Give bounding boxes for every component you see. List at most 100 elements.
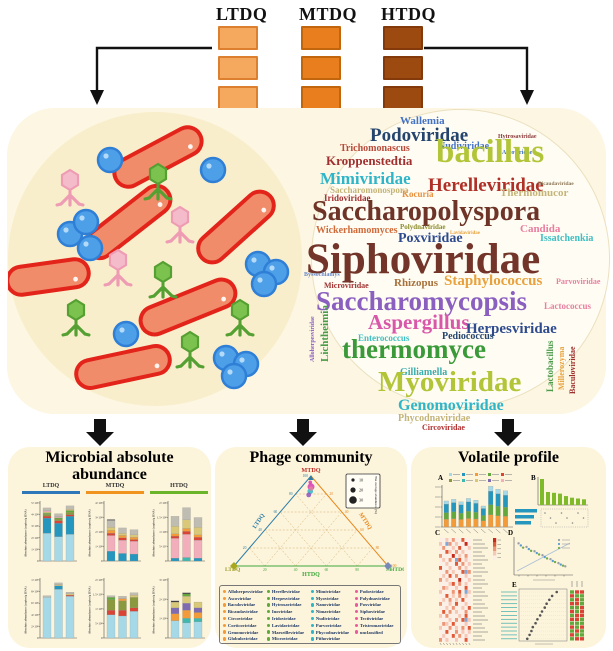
wordcloud-word: Iridoviridae xyxy=(324,193,371,203)
svg-text:1×10⁹: 1×10⁹ xyxy=(31,578,38,582)
phage-legend-item: Hytrosaviridae xyxy=(267,602,311,609)
svg-text:C: C xyxy=(435,529,440,537)
legend-dot-icon xyxy=(223,630,227,634)
legend-dot-icon xyxy=(311,637,315,641)
pink-bacteriophage-icon xyxy=(55,168,85,207)
legend-dot-icon xyxy=(355,589,359,594)
wordcloud-word: Alloherpesviridae xyxy=(310,316,316,362)
wordcloud-word: Siphoviridae xyxy=(306,236,541,283)
legend-dot-icon xyxy=(223,623,227,628)
wordcloud-word: Pediococcus xyxy=(442,331,494,342)
sample-swatch-htdq xyxy=(383,86,423,110)
phage-family-name: Circoviridae xyxy=(227,616,253,622)
phage-legend-item: Bicaudaviridae xyxy=(223,608,267,615)
svg-text:1.5×10⁸: 1.5×10⁸ xyxy=(157,516,167,520)
legend-dot-icon xyxy=(311,589,315,594)
wordcloud-word: Ascoviridae xyxy=(502,150,533,156)
legend-dot-icon xyxy=(355,630,359,634)
green-bacteriophage-icon xyxy=(61,298,91,337)
wordcloud-word: Aspergillus xyxy=(368,310,470,334)
wordcloud-word: thermomyce xyxy=(342,334,486,364)
wordcloud-word: Nudiviridae xyxy=(438,141,490,152)
wordcloud-word: Bicaudaviridae xyxy=(538,181,574,187)
abundance-group-label: MTDQ xyxy=(105,483,125,489)
wordcloud-word: Herpesviridae xyxy=(466,321,557,337)
phage-legend-item: Baculoviridae xyxy=(223,602,267,609)
abundance-group-colorbar xyxy=(150,491,208,494)
phage-legend-item: Inoviridae xyxy=(267,608,311,615)
wordcloud-word: Candida xyxy=(520,223,561,235)
phage-legend-item: Herelleviridae xyxy=(267,588,311,595)
abundance-group-colorbar xyxy=(86,491,144,494)
group-label-mtdq: MTDQ xyxy=(299,4,357,24)
svg-text:100: 100 xyxy=(303,474,309,478)
phage-legend-item: Podoviridae xyxy=(355,588,399,595)
sample-swatches-mtdq xyxy=(299,26,343,110)
panel-title-volatile-profile: Volatile profile xyxy=(458,449,559,466)
wordcloud-word: Parvoviridae xyxy=(556,277,601,286)
legend-dot-icon xyxy=(311,603,315,607)
left-connector-line xyxy=(95,46,212,90)
legend-dot-icon xyxy=(267,637,271,641)
sample-swatch-htdq xyxy=(383,26,423,50)
right-down-arrowhead-icon xyxy=(520,90,534,105)
wordcloud-word: Kocuria xyxy=(402,189,434,199)
wordcloud-word: Lactococcus xyxy=(544,301,591,311)
svg-text:0: 0 xyxy=(165,636,167,640)
svg-text:8×10⁸: 8×10⁸ xyxy=(31,590,38,594)
svg-text:2×10⁹: 2×10⁹ xyxy=(159,597,166,601)
svg-text:40: 40 xyxy=(345,510,349,514)
svg-text:2×10⁸: 2×10⁸ xyxy=(159,501,166,505)
ternary-vertex-marker xyxy=(230,562,238,570)
phage-legend-item: Lavidaviridae xyxy=(267,622,311,629)
ternary-vertex-marker xyxy=(384,562,392,570)
wordcloud-word: Enterococcus xyxy=(358,333,410,343)
phage-family-name: Microviridae xyxy=(271,636,298,642)
phage-legend-item: Nudiviridae xyxy=(311,615,355,622)
abundance-size-legend: 10 20 30 The average abundance (%) xyxy=(345,473,381,514)
blue-coccus-icon xyxy=(112,320,140,348)
svg-text:D: D xyxy=(508,529,513,537)
phage-family-name: Myoviridae xyxy=(315,595,339,601)
wordcloud-word: Byssochlamys xyxy=(304,272,340,278)
wordcloud-word: Lactobacillus xyxy=(545,340,555,392)
abundance-group-colorbar xyxy=(22,491,80,494)
phage-legend-item: Corticoviridae xyxy=(223,622,267,629)
wordcloud-word: Myoviridae xyxy=(378,366,522,398)
panel-microbial-abundance: Microbial absolute abundance LTDQ MTDQ HTD… xyxy=(8,447,211,648)
group-label-ltdq: LTDQ xyxy=(216,4,268,24)
sample-swatch-ltdq xyxy=(218,26,258,50)
sample-group-htdq: HTDQ xyxy=(381,4,436,116)
down-arrow-icon-3 xyxy=(494,419,522,446)
left-down-arrowhead-icon xyxy=(90,90,104,105)
legend-dot-icon xyxy=(223,596,227,600)
phage-legend-column: Herelleviridae Herpesviridae Hytrosavirida… xyxy=(267,588,311,642)
red-rod-bacterium-icon xyxy=(138,277,238,337)
svg-text:LTDQ: LTDQ xyxy=(225,567,241,573)
svg-text:2×10⁹: 2×10⁹ xyxy=(95,578,102,582)
wordcloud-word: Microviridae xyxy=(324,281,369,290)
wordcloud-word: Saccharopolyspora xyxy=(312,196,541,227)
sample-swatch-ltdq xyxy=(218,56,258,80)
microbe-illustration-circle xyxy=(8,112,302,406)
blue-coccus-icon xyxy=(199,156,227,184)
legend-dot-icon xyxy=(223,610,227,614)
svg-text:1×10⁸: 1×10⁸ xyxy=(95,545,102,549)
wordcloud-word: Herelleviridae xyxy=(428,175,544,196)
wordcloud-word: Issatchenkia xyxy=(540,233,594,244)
legend-dot-icon xyxy=(267,596,271,600)
phage-legend-item: Pithoviridae xyxy=(311,636,355,643)
phage-family-name: Polydnaviridae xyxy=(359,595,390,601)
phage-family-name: Siphoviridae xyxy=(359,609,385,615)
abundance-minichart-r0c1: Absolute abundance (copies/g DNA)4×10⁸ 3×… xyxy=(88,501,141,563)
svg-text:60: 60 xyxy=(274,510,278,514)
svg-text:6×10⁸: 6×10⁸ xyxy=(31,601,38,605)
green-bacteriophage-icon xyxy=(225,298,255,337)
phage-legend-item: Nanoviridae xyxy=(311,602,355,609)
phage-legend-column: Alloherpesviridae Ascoviridae Baculovirida… xyxy=(223,588,267,642)
phage-family-name: Globuloviridae xyxy=(227,636,258,642)
red-rod-bacterium-icon xyxy=(74,344,172,390)
wordcloud-word: Saccharomonospora xyxy=(330,185,409,195)
panel-title-microbial-abundance: Microbial absolute abundance xyxy=(45,449,174,483)
